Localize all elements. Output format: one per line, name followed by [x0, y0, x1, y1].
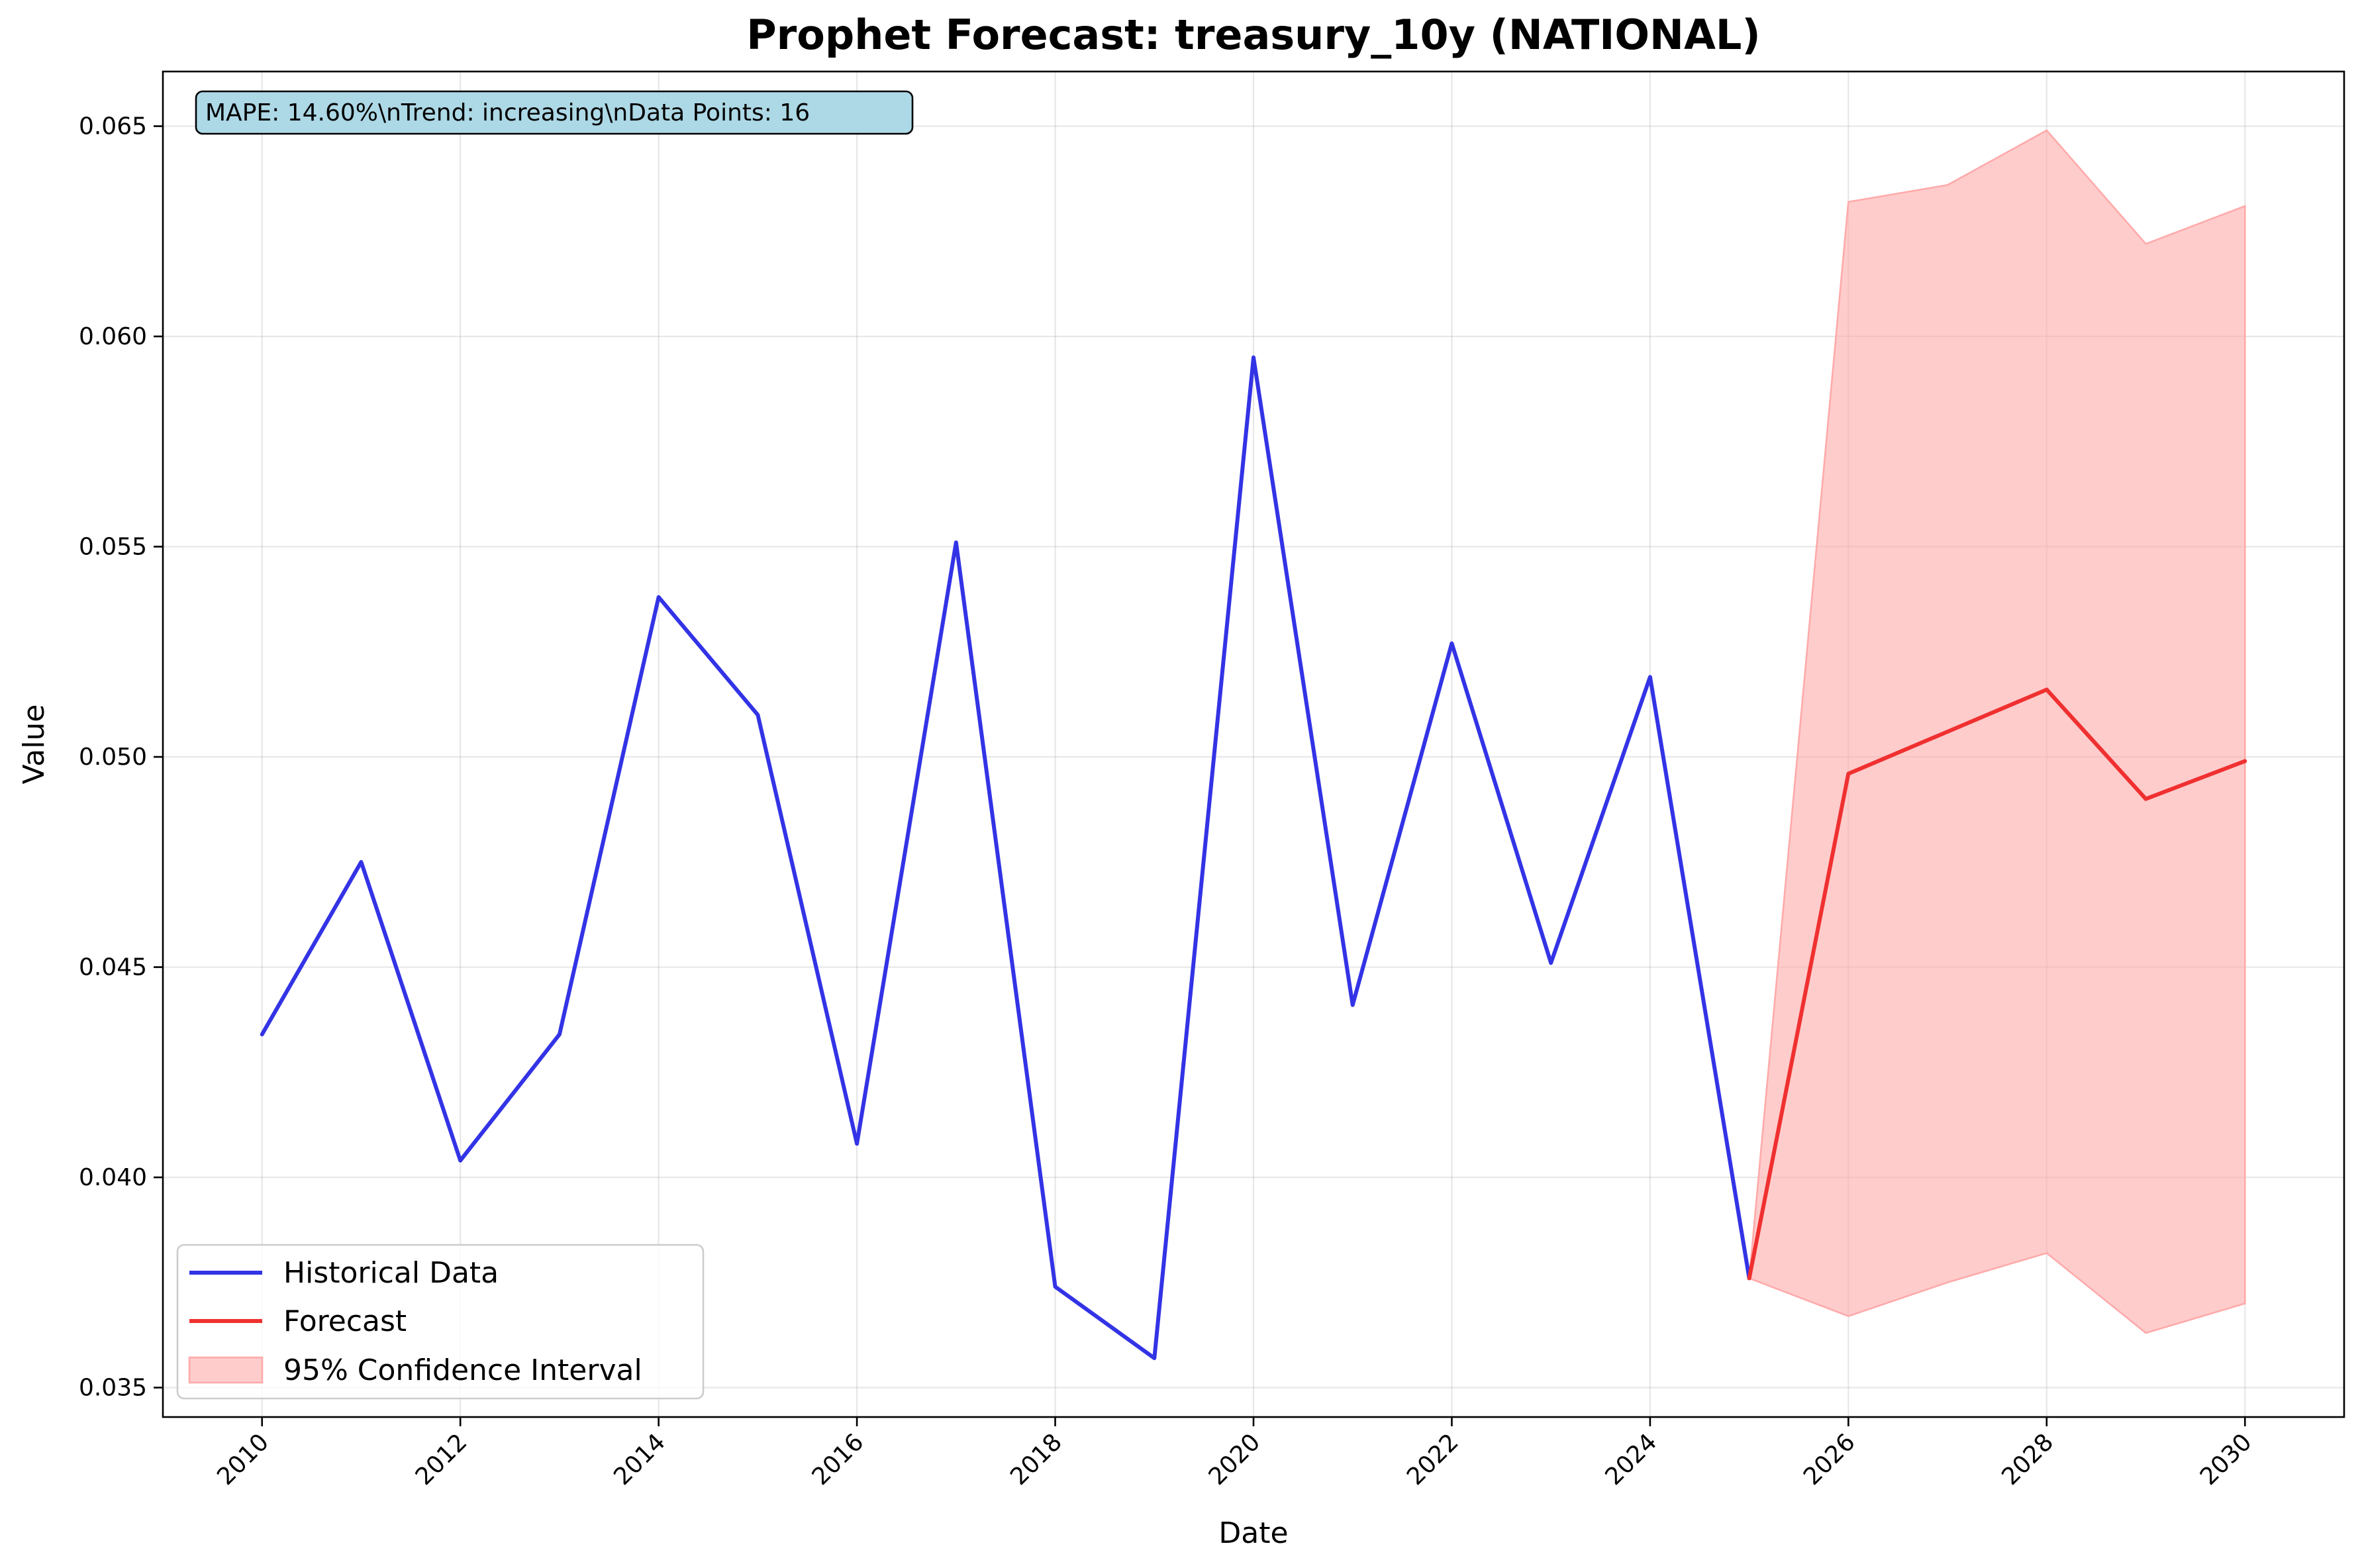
x-axis-label: Date: [1218, 1516, 1288, 1550]
x-tick-label: 2026: [1798, 1428, 1861, 1491]
legend-label-confidence: 95% Confidence Interval: [283, 1353, 642, 1387]
annotation-text: MAPE: 14.60%\nTrend: increasing\nData Po…: [205, 99, 810, 126]
annotation-box: MAPE: 14.60%\nTrend: increasing\nData Po…: [195, 90, 914, 135]
y-tick-label: 0.045: [79, 954, 147, 981]
legend-label-forecast: Forecast: [283, 1304, 407, 1338]
y-tick-label: 0.035: [79, 1375, 147, 1402]
chart-title: Prophet Forecast: treasury_10y (NATIONAL…: [746, 11, 1761, 59]
x-tick-label: 2012: [411, 1428, 473, 1491]
forecast-line: [1747, 687, 2247, 1281]
x-tick-label: 2016: [807, 1428, 869, 1491]
y-tick-label: 0.055: [79, 534, 147, 561]
x-tick-label: 2030: [2195, 1428, 2257, 1491]
confidence-interval-layer: [1748, 129, 2246, 1334]
x-tick-label: 2010: [212, 1428, 274, 1491]
x-axis-ticks: 2010 2012 2014 2016 2018 2020 2022 2024 2026 2028…: [212, 1417, 2257, 1491]
y-tick-label: 0.065: [79, 113, 147, 140]
y-tick-label: 0.040: [79, 1164, 147, 1191]
y-axis-label: Value: [17, 705, 51, 785]
legend-swatch-confidence: [188, 1356, 264, 1384]
x-tick-label: 2018: [1005, 1428, 1067, 1491]
confidence-band: [1748, 129, 2246, 1334]
legend-label-historical: Historical Data: [283, 1256, 499, 1290]
x-tick-label: 2020: [1204, 1428, 1266, 1491]
x-tick-label: 2014: [609, 1428, 671, 1491]
historical-data-line: [260, 355, 1751, 1361]
x-tick-label: 2024: [1600, 1428, 1662, 1491]
series-layer: [260, 355, 2247, 1361]
y-axis-ticks: 0.035 0.040 0.045 0.050 0.055 0.060 0.065: [79, 113, 163, 1402]
x-tick-label: 2022: [1402, 1428, 1464, 1491]
y-tick-label: 0.050: [79, 744, 147, 771]
legend-frame: [176, 1244, 705, 1400]
x-tick-label: 2028: [1996, 1428, 2059, 1491]
y-tick-label: 0.060: [79, 323, 147, 350]
legend: Historical Data Forecast 95% Confidence …: [176, 1244, 705, 1400]
